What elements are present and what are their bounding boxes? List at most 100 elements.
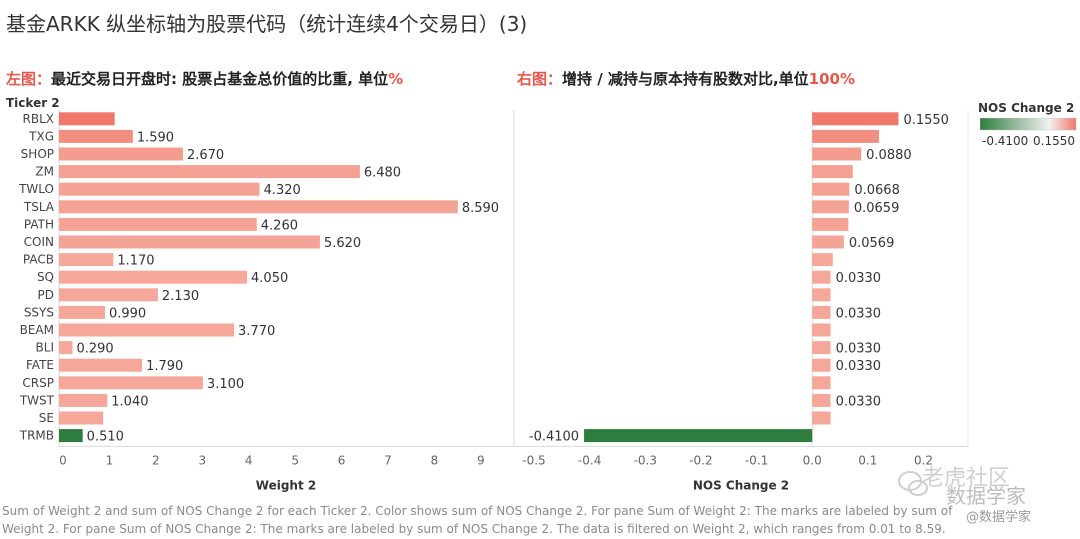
ticker-label-trmb: TRMB: [19, 429, 54, 443]
subtitle-left-text: 最近交易日开盘时: 股票占基金总价值的比重, 单位: [51, 70, 389, 88]
legend-min-label: -0.4100: [982, 134, 1029, 148]
nos-bar-fate: [812, 358, 831, 372]
nos-bar-bli: [812, 341, 831, 355]
weight-label-pacb: 1.170: [117, 254, 154, 269]
ticker-label-crsp: CRSP: [22, 376, 54, 390]
page-title: 基金ARKK 纵坐标轴为股票代码（统计连续4个交易日）(3): [6, 12, 528, 36]
watermark-line2: 数据学家: [946, 484, 1026, 508]
nos-bar-pacb: [812, 253, 833, 267]
nos-label-rblx: 0.1550: [903, 113, 949, 128]
nos-bar-sq: [812, 270, 831, 284]
nos-label-twlo: 0.0668: [854, 183, 900, 198]
weight-label-twlo: 4.320: [264, 183, 301, 198]
weight-axis-title: Weight 2: [256, 478, 316, 492]
weight-label-twst: 1.040: [111, 394, 148, 409]
weight-label-trmb: 0.510: [87, 430, 124, 445]
nos-bar-rblx: [812, 112, 899, 126]
legend-gradient: [980, 118, 1077, 131]
weight-label-crsp: 3.100: [207, 377, 244, 392]
weight-label-beam: 3.770: [238, 324, 275, 339]
weight-bar-pacb: [59, 253, 114, 267]
weight-axis-tick-1: 1: [106, 453, 114, 467]
weight-bar-pd: [59, 288, 158, 302]
nos-axis-tick-4: -0.1: [745, 453, 768, 467]
ticker-label-ssys: SSYS: [24, 305, 54, 319]
weight-bar-shop: [59, 147, 183, 161]
weight-label-fate: 1.790: [146, 359, 183, 374]
ticker-label-pacb: PACB: [23, 253, 54, 267]
weight-bar-tsla: [59, 200, 458, 214]
weight-bar-trmb: [59, 429, 83, 443]
nos-bar-tsla: [812, 200, 849, 214]
ticker-label-tsla: TSLA: [23, 200, 55, 214]
weight-axis-tick-0: 0: [59, 453, 67, 467]
weight-bar-coin: [59, 235, 320, 249]
nos-bar-beam: [812, 323, 831, 337]
subtitle-right-unit: 100%: [808, 70, 855, 88]
legend-title: NOS Change 2: [978, 101, 1075, 115]
ticker-label-sq: SQ: [37, 270, 54, 284]
nos-axis-tick-5: 0.0: [803, 453, 822, 467]
nos-bar-coin: [812, 235, 844, 249]
nos-bar-crsp: [812, 376, 831, 390]
weight-axis-tick-8: 8: [431, 453, 439, 467]
nos-label-tsla: 0.0659: [854, 201, 900, 216]
wechat-icon: [898, 471, 928, 496]
weight-axis-tick-4: 4: [245, 453, 253, 467]
ticker-label-twst: TWST: [19, 393, 55, 407]
nos-axis-tick-6: 0.1: [858, 453, 877, 467]
weight-bar-txg: [59, 129, 133, 143]
nos-bar-zm: [812, 165, 853, 179]
ticker-label-bli: BLI: [36, 341, 54, 355]
nos-bar-se: [812, 411, 831, 425]
nos-axis-tick-1: -0.4: [578, 453, 601, 467]
weight-axis-tick-2: 2: [152, 453, 160, 467]
weight-bar-crsp: [59, 376, 203, 390]
nos-axis-tick-7: 0.2: [914, 453, 933, 467]
nos-label-twst: 0.0330: [836, 394, 882, 409]
weight-bar-twst: [59, 393, 108, 407]
ticker-label-txg: TXG: [28, 129, 54, 143]
watermark-line1: 老虎社区: [922, 466, 1011, 491]
nos-label-ssys: 0.0330: [836, 306, 882, 321]
nos-axis-tick-2: -0.3: [634, 453, 657, 467]
weight-label-sq: 4.050: [251, 271, 288, 286]
subtitle-left: 左图：最近交易日开盘时: 股票占基金总价值的比重, 单位%: [6, 68, 403, 89]
weight-label-tsla: 8.590: [462, 201, 499, 216]
ticker-label-pd: PD: [38, 288, 54, 302]
weight-label-path: 4.260: [261, 218, 298, 233]
nos-bar-twlo: [812, 182, 850, 196]
nos-bar-trmb: [584, 429, 813, 443]
weight-bar-zm: [59, 165, 360, 179]
weight-bar-rblx: [59, 112, 115, 126]
nos-bar-pd: [812, 288, 831, 302]
nos-label-bli: 0.0330: [836, 342, 882, 357]
weight-bar-path: [59, 217, 257, 231]
weight-bar-se: [59, 411, 104, 425]
nos-label-sq: 0.0330: [836, 271, 882, 286]
weight-label-pd: 2.130: [162, 289, 199, 304]
ticker-label-fate: FATE: [26, 358, 54, 372]
nos-label-shop: 0.0880: [866, 148, 912, 163]
weight-bar-bli: [59, 341, 73, 355]
nos-axis-tick-0: -0.5: [522, 453, 545, 467]
nos-bar-txg: [812, 129, 879, 143]
subtitle-left-unit: %: [388, 70, 404, 88]
nos-label-trmb: -0.4100: [529, 430, 579, 445]
weight-bar-twlo: [59, 182, 260, 196]
weight-bar-ssys: [59, 305, 105, 319]
nos-axis-title: NOS Change 2: [693, 478, 789, 492]
ticker-label-rblx: RBLX: [23, 112, 54, 126]
weight-label-coin: 5.620: [324, 236, 361, 251]
ticker-label-coin: COIN: [24, 235, 54, 249]
nos-bar-ssys: [812, 305, 831, 319]
subtitle-right-text: 增持 / 减持与原本持有股数对比,单位: [562, 70, 809, 88]
ticker-label-se: SE: [39, 411, 54, 425]
nos-bar-twst: [812, 393, 831, 407]
row-header-ticker: Ticker 2: [6, 96, 60, 110]
watermark-line3: @数据学家: [966, 510, 1032, 525]
nos-axis-tick-3: -0.2: [689, 453, 712, 467]
nos-label-coin: 0.0569: [849, 236, 895, 251]
weight-axis-tick-6: 6: [338, 453, 346, 467]
weight-label-bli: 0.290: [76, 342, 113, 357]
